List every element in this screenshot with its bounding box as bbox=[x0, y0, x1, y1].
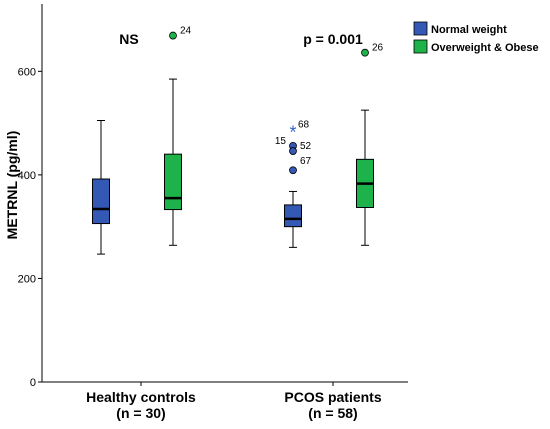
outlier-label: 15 bbox=[275, 136, 287, 147]
box-iqr bbox=[284, 204, 302, 228]
outlier-point bbox=[289, 147, 297, 155]
outlier-star: * bbox=[289, 122, 296, 142]
significance-annotation: p = 0.001 bbox=[303, 31, 363, 47]
y-tick-label: 400 bbox=[18, 170, 36, 182]
y-tick-label: 600 bbox=[18, 66, 36, 78]
x-category-label: Healthy controls bbox=[86, 389, 196, 405]
outlier-point bbox=[361, 48, 369, 57]
outlier-label: 26 bbox=[372, 43, 384, 54]
outlier-label: 67 bbox=[300, 156, 312, 167]
x-category-sublabel: (n = 30) bbox=[116, 405, 165, 421]
box-iqr bbox=[164, 153, 182, 211]
legend-label: Overweight & Obese bbox=[431, 42, 539, 54]
outlier-point bbox=[169, 31, 177, 40]
box-iqr bbox=[92, 178, 110, 225]
legend-swatch bbox=[413, 21, 428, 36]
y-tick-label: 0 bbox=[30, 377, 36, 389]
outlier-label: 24 bbox=[180, 26, 192, 37]
y-axis-title: METRNL (pg/ml) bbox=[4, 131, 20, 240]
significance-annotation: NS bbox=[119, 31, 138, 47]
legend-swatch bbox=[413, 39, 428, 54]
y-tick-label: 200 bbox=[18, 273, 36, 285]
x-category-label: PCOS patients bbox=[284, 389, 381, 405]
outlier-label: 52 bbox=[300, 141, 312, 152]
outlier-point bbox=[289, 166, 297, 175]
legend-label: Normal weight bbox=[431, 24, 507, 36]
x-category-sublabel: (n = 58) bbox=[308, 405, 357, 421]
outlier-label: 68 bbox=[298, 119, 310, 130]
